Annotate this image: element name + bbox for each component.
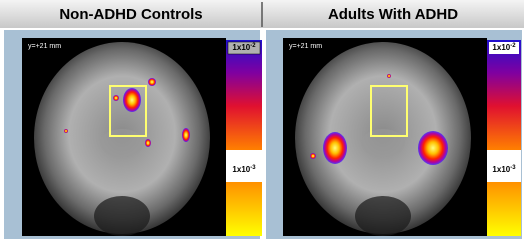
scale-base: 1x10 <box>232 165 250 174</box>
ventricle <box>361 129 405 157</box>
panel-title: Adults With ADHD <box>328 6 458 23</box>
activation <box>113 95 119 101</box>
activation <box>323 132 347 164</box>
activation <box>182 128 190 142</box>
ventricle <box>100 129 144 157</box>
scale-base: 1x10 <box>492 165 510 174</box>
activation <box>418 131 448 165</box>
brainstem <box>355 196 411 236</box>
activation <box>64 129 68 133</box>
coordinate-label: y=+21 mm <box>289 43 322 50</box>
figure: Non-ADHD Controlsy=+21 mm1x10-21x10-3Adu… <box>0 0 524 241</box>
colorbar-upper <box>226 40 262 150</box>
colorbar-lower <box>487 182 521 236</box>
colorbar-upper <box>487 40 521 150</box>
scale-base: 1x10 <box>232 43 250 52</box>
activation <box>310 153 316 159</box>
activation <box>123 88 141 112</box>
scale-exponent: -3 <box>510 165 516 171</box>
panel-title: Non-ADHD Controls <box>59 6 202 23</box>
coordinate-label: y=+21 mm <box>28 43 61 50</box>
scale-base: 1x10 <box>492 43 510 52</box>
scale-exponent: -2 <box>510 43 516 49</box>
activation <box>148 78 156 86</box>
scale-exponent: -3 <box>250 165 256 171</box>
activation <box>145 139 151 147</box>
colorbar-lower <box>226 182 262 236</box>
activation <box>387 74 391 78</box>
brainstem <box>94 196 150 236</box>
scale-exponent: -2 <box>250 43 256 49</box>
